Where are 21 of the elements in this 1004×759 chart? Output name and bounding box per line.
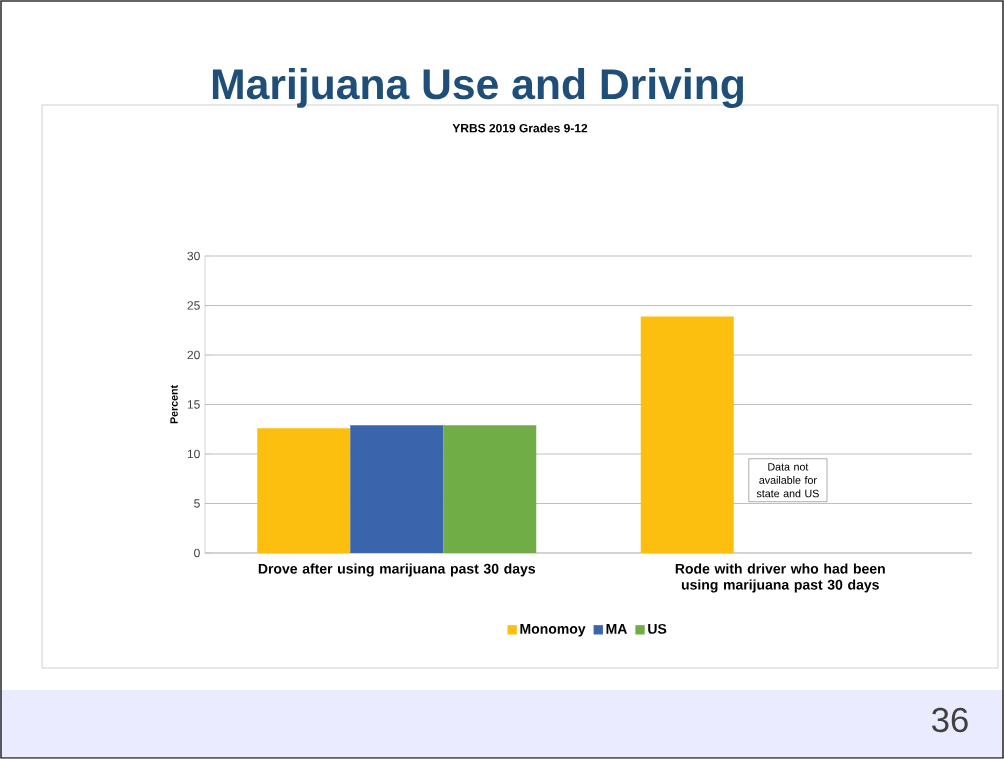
bar xyxy=(443,425,537,553)
y-tick-label: 15 xyxy=(187,400,200,409)
y-tick-label: 0 xyxy=(194,548,200,558)
bar xyxy=(257,428,351,553)
bar xyxy=(640,316,734,553)
y-tick-label: 10 xyxy=(187,449,200,459)
y-tick-label: 20 xyxy=(187,350,200,360)
x-tick-label: Drove after using marijuana past 30 days xyxy=(258,563,536,577)
annotation: Data not available for state and US xyxy=(756,463,819,498)
text: 36 xyxy=(932,707,968,733)
y-tick-label: 5 xyxy=(194,499,200,508)
bar xyxy=(350,425,444,553)
y-tick-label: 25 xyxy=(187,301,200,310)
x-tick-label: Rode with driver who had been using marijuana past 30 days xyxy=(675,563,885,593)
legend-label: Monomoy xyxy=(520,624,586,637)
y-tick-label: 30 xyxy=(187,251,200,261)
y-axis-title: Percent xyxy=(170,385,178,424)
legend-label: US xyxy=(648,623,667,634)
chart-title: Marijuana Use and Driving xyxy=(212,68,744,108)
chart-subtitle: YRBS 2019 Grades 9-12 xyxy=(452,123,588,133)
legend-label: MA xyxy=(606,624,627,634)
